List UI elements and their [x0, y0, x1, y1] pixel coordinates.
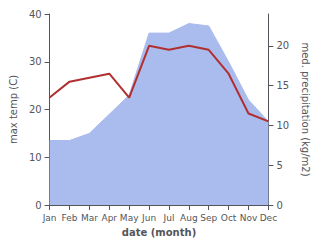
svg-text:20: 20 [276, 40, 289, 51]
svg-text:Jun: Jun [141, 213, 156, 223]
svg-text:30: 30 [29, 56, 42, 67]
svg-text:Nov: Nov [240, 213, 258, 223]
svg-text:May: May [120, 213, 139, 223]
svg-text:10: 10 [29, 152, 42, 163]
svg-text:0: 0 [276, 200, 282, 211]
svg-text:Aug: Aug [180, 213, 198, 223]
svg-text:max temp (C): max temp (C) [8, 75, 19, 144]
svg-text:Feb: Feb [62, 213, 78, 223]
svg-text:5: 5 [276, 160, 282, 171]
svg-text:0: 0 [35, 200, 41, 211]
svg-text:Oct: Oct [221, 213, 237, 223]
svg-text:Dec: Dec [260, 213, 277, 223]
svg-text:Mar: Mar [81, 213, 98, 223]
svg-text:10: 10 [276, 120, 289, 131]
svg-text:Jan: Jan [42, 213, 57, 223]
svg-text:40: 40 [29, 9, 42, 20]
svg-text:15: 15 [276, 80, 289, 91]
svg-text:Jul: Jul [163, 213, 175, 223]
svg-text:Sep: Sep [200, 213, 217, 223]
svg-text:20: 20 [29, 104, 42, 115]
svg-text:date (month): date (month) [122, 227, 196, 238]
svg-text:med. precipitation (kg/m2): med. precipitation (kg/m2) [300, 42, 311, 176]
svg-text:Apr: Apr [101, 213, 117, 223]
